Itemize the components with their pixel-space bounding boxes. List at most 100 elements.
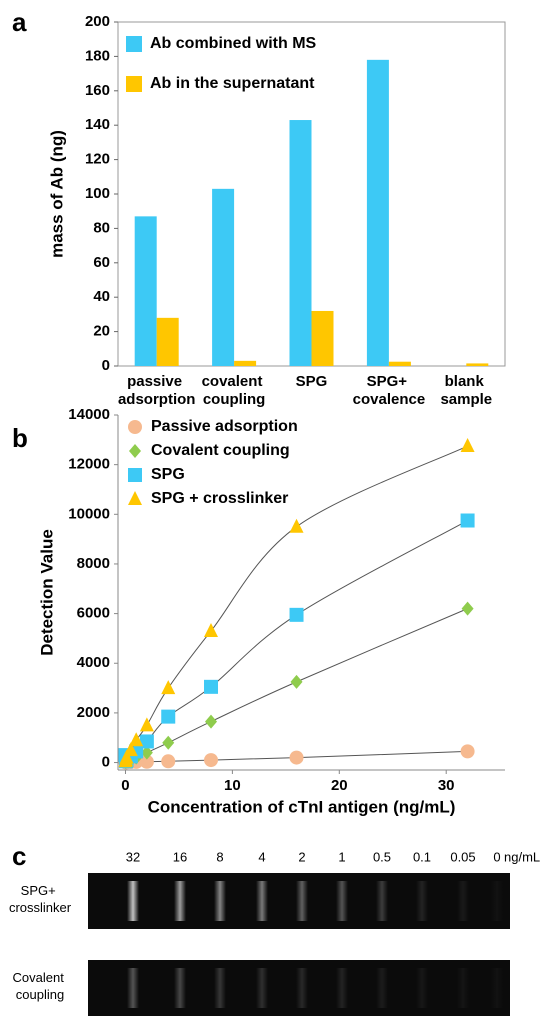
bar — [290, 120, 312, 366]
data-point — [461, 514, 475, 528]
y-tick-label: 8000 — [77, 555, 110, 572]
x-tick-label: 10 — [224, 777, 241, 794]
y-tick-label: 160 — [85, 82, 110, 99]
lane-label: 16 — [173, 849, 187, 864]
data-point — [140, 734, 154, 748]
data-point — [140, 717, 154, 731]
band — [416, 968, 428, 1008]
data-point — [205, 715, 217, 729]
data-point — [161, 710, 175, 724]
data-point — [161, 680, 175, 694]
legend-marker — [129, 444, 141, 458]
y-tick-label: 10000 — [68, 505, 110, 522]
y-tick-label: 100 — [85, 185, 110, 202]
lane-label: 0 — [493, 849, 500, 864]
data-point — [290, 519, 304, 533]
band — [376, 968, 388, 1008]
band — [296, 881, 308, 921]
band — [296, 968, 308, 1008]
band — [127, 968, 139, 1008]
band — [174, 881, 186, 921]
x-tick-label: SPG — [296, 373, 328, 390]
bar — [367, 60, 389, 366]
legend-marker — [128, 491, 142, 505]
y-tick-label: 80 — [93, 219, 110, 236]
y-tick-label: 140 — [85, 116, 110, 133]
band — [174, 968, 186, 1008]
lane-label: 0.5 — [373, 849, 391, 864]
lane-label: 0.1 — [413, 849, 431, 864]
lane-label: 0.05 — [450, 849, 475, 864]
band — [376, 881, 388, 921]
band — [214, 968, 226, 1008]
data-point — [462, 602, 474, 616]
lane-label: 4 — [258, 849, 265, 864]
panel-label: c — [12, 841, 26, 871]
band — [336, 881, 348, 921]
legend-label: SPG — [151, 466, 185, 483]
band — [416, 881, 428, 921]
row-label: Covalent coupling — [13, 970, 68, 1002]
bar — [135, 216, 157, 366]
y-tick-label: 0 — [102, 754, 110, 771]
panel-label: a — [12, 7, 27, 37]
y-axis-title: Detection Value — [37, 529, 56, 656]
x-tick-label: 0 — [121, 777, 129, 794]
x-tick-label: 20 — [331, 777, 348, 794]
lane-label: 2 — [298, 849, 305, 864]
y-tick-label: 12000 — [68, 456, 110, 473]
band — [214, 881, 226, 921]
y-tick-label: 40 — [93, 288, 110, 305]
band — [457, 968, 469, 1008]
band — [491, 881, 503, 921]
y-tick-label: 0 — [102, 357, 110, 374]
band — [336, 968, 348, 1008]
x-tick-label: SPG+ covalence — [353, 373, 426, 408]
y-tick-label: 180 — [85, 47, 110, 64]
band — [256, 968, 268, 1008]
figure: a020406080100120140160180200mass of Ab (… — [0, 0, 550, 1025]
bar — [234, 361, 256, 366]
x-tick-label: blank sample — [440, 373, 492, 408]
data-point — [461, 744, 475, 758]
y-tick-label: 2000 — [77, 704, 110, 721]
x-tick-label: passive adsorption — [118, 373, 196, 408]
data-point — [291, 675, 303, 689]
legend-swatch — [126, 76, 142, 92]
lane-label: 32 — [126, 849, 140, 864]
x-tick-label: covalent coupling — [202, 373, 267, 408]
legend-label: Ab combined with MS — [150, 35, 317, 52]
bar — [389, 362, 411, 366]
data-point — [204, 680, 218, 694]
panel-label: b — [12, 423, 28, 453]
band — [127, 881, 139, 921]
bar — [312, 311, 334, 366]
y-tick-label: 4000 — [77, 654, 110, 671]
legend-label: Passive adsorption — [151, 418, 298, 435]
lane-label: 1 — [338, 849, 345, 864]
legend-label: SPG + crosslinker — [151, 490, 288, 507]
band — [491, 968, 503, 1008]
y-tick-label: 60 — [93, 254, 110, 271]
data-point — [204, 753, 218, 767]
y-tick-label: 20 — [93, 323, 110, 340]
data-point — [290, 751, 304, 765]
x-axis-title: Concentration of cTnI antigen (ng/mL) — [148, 797, 456, 816]
legend-marker — [128, 420, 142, 434]
x-tick-label: 30 — [438, 777, 455, 794]
bar — [157, 318, 179, 366]
lane-label: 8 — [216, 849, 223, 864]
unit-label: ng/mL — [504, 849, 540, 864]
bar — [212, 189, 234, 366]
y-tick-label: 200 — [85, 13, 110, 30]
data-point — [461, 438, 475, 452]
row-label: SPG+ crosslinker — [9, 883, 72, 915]
legend-swatch — [126, 36, 142, 52]
y-tick-label: 6000 — [77, 605, 110, 622]
bar — [466, 363, 488, 366]
band — [457, 881, 469, 921]
y-axis-title: mass of Ab (ng) — [47, 130, 66, 258]
data-point — [290, 608, 304, 622]
data-point — [161, 754, 175, 768]
band — [256, 881, 268, 921]
